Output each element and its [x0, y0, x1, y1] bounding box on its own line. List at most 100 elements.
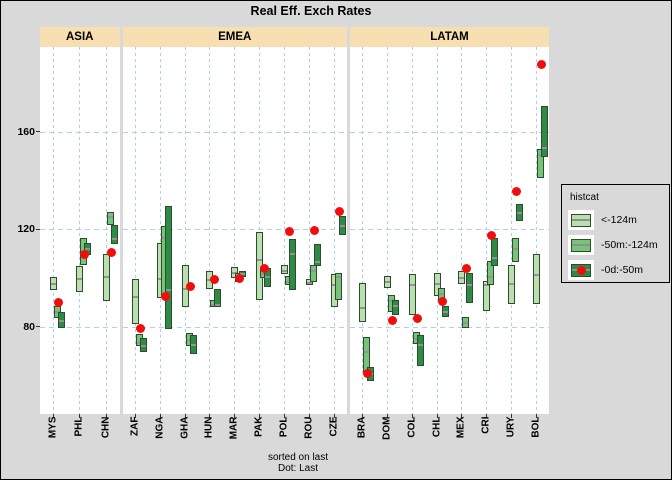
median-line [182, 287, 188, 290]
x-axis-tick-label-MAR: MAR [228, 416, 240, 440]
last-value-dot-ROU [309, 226, 319, 236]
median-line [103, 275, 109, 278]
dark-range-bar-BOL [541, 106, 549, 158]
median-line-icon [572, 218, 590, 221]
dark-range-bar-MEX [466, 273, 474, 303]
y-axis-tick-label: 120 [17, 223, 35, 236]
mid-range-swatch-icon [571, 238, 591, 252]
median-line [517, 212, 523, 215]
v-gridline [283, 47, 285, 414]
v-gridline [511, 47, 513, 414]
x-axis-tick-label-PHL: PHL [73, 416, 85, 437]
h-gridline [350, 229, 549, 231]
x-axis-tick [52, 414, 54, 418]
x-axis-tick [134, 414, 136, 418]
y-axis-tick [36, 228, 40, 230]
median-line [463, 322, 469, 325]
median-line [438, 292, 444, 295]
median-line [467, 284, 473, 287]
median-line [388, 300, 394, 303]
median-line [85, 247, 91, 250]
median-line [492, 257, 498, 260]
median-line [289, 252, 295, 255]
median-line [417, 343, 423, 346]
legend-key-tile [568, 210, 594, 230]
x-axis-tick-label-CHN: CHN [100, 416, 112, 439]
v-gridline [159, 47, 161, 414]
mid-range-bar-URY [512, 237, 520, 263]
median-line [211, 303, 217, 306]
mid-range-bar-ROU [309, 264, 317, 282]
y-axis-tick-label: 80 [23, 320, 35, 333]
median-line-icon [572, 243, 590, 246]
v-gridline [209, 47, 211, 414]
light-range-bar-MAR [231, 267, 239, 279]
x-axis-tick-label-ZAF: ZAF [129, 416, 141, 436]
median-line [384, 280, 390, 283]
x-axis-tick-label-NGA: NGA [154, 416, 166, 439]
mid-range-bar-CHN [106, 212, 114, 225]
y-axis-tick [36, 326, 40, 328]
median-line [314, 261, 320, 264]
x-axis-tick [105, 414, 107, 418]
v-gridline [386, 47, 388, 414]
v-gridline [536, 47, 538, 414]
x-axis-tick [184, 414, 186, 418]
dark-range-bar-DOM [391, 300, 399, 315]
x-axis-tick [461, 414, 463, 418]
median-line [363, 351, 369, 354]
light-range-bar-CHN [102, 253, 110, 302]
y-axis-tick [36, 131, 40, 133]
last-value-dot-MAR [235, 273, 245, 283]
dark-range-bar-POL [288, 239, 296, 291]
median-line [77, 278, 83, 281]
median-line [207, 279, 213, 282]
median-line [140, 345, 146, 348]
last-value-dot-URY [512, 187, 522, 197]
v-gridline [79, 47, 81, 414]
last-value-dot-PAK [260, 263, 270, 273]
light-range-bar-PHL [76, 265, 84, 292]
x-axis-tick-label-POL: POL [278, 416, 290, 438]
dark-range-swatch-icon [571, 263, 591, 277]
median-line [488, 275, 494, 278]
x-axis-tick-label-HUN: HUN [203, 416, 215, 439]
last-value-dot-PHL [80, 250, 90, 260]
facet-panel-emea [123, 47, 347, 414]
legend-key-tile [568, 235, 594, 255]
last-value-dot-HUN [210, 274, 220, 284]
v-gridline [308, 47, 310, 414]
light-range-bar-MYS [49, 276, 57, 291]
dark-range-bar-CHL [441, 306, 449, 318]
x-axis-tick [259, 414, 261, 418]
x-axis-tick-label-MYS: MYS [47, 416, 59, 439]
last-value-dot-POL [284, 227, 294, 237]
facet-strip-latam: LATAM [350, 27, 549, 47]
x-axis-tick [411, 414, 413, 418]
last-value-dot-CZE [334, 206, 344, 216]
legend-box: histcat <-124m -50m:-124m -0d:-50m [561, 184, 670, 283]
dark-range-bar-CHN [110, 224, 118, 245]
x-axis-tick [308, 414, 310, 418]
dark-range-bar-CZE [338, 215, 346, 236]
light-range-bar-ROU [305, 279, 313, 286]
x-axis-tick-label-GHA: GHA [179, 416, 191, 439]
median-line [281, 269, 287, 272]
mid-range-bar-BOL [537, 148, 545, 179]
v-gridline [234, 47, 236, 414]
x-axis-tick [536, 414, 538, 418]
legend-item-label: -0d:-50m [601, 264, 644, 276]
mid-range-bar-MEX [462, 317, 470, 329]
median-line [265, 275, 271, 278]
median-line [484, 284, 490, 287]
median-line [190, 343, 196, 346]
dark-range-bar-URY [516, 203, 524, 221]
median-line [132, 296, 138, 299]
median-line [136, 341, 142, 344]
x-axis-tick-label-BOL: BOL [530, 416, 542, 438]
median-line [186, 339, 192, 342]
median-line [442, 311, 448, 314]
dark-range-bar-HUN [214, 289, 222, 308]
v-gridline [134, 47, 136, 414]
last-value-dot-CHL [437, 296, 447, 306]
